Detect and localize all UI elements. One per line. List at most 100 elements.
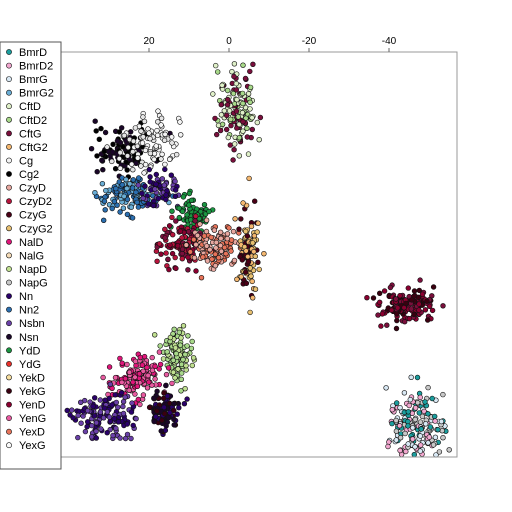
legend-label: NalG bbox=[19, 250, 44, 262]
data-point bbox=[123, 176, 129, 183]
data-point bbox=[128, 409, 135, 415]
data-point bbox=[446, 447, 452, 453]
data-point bbox=[112, 392, 119, 398]
data-point bbox=[387, 284, 394, 291]
data-point bbox=[129, 400, 135, 406]
data-point bbox=[236, 135, 243, 141]
data-point bbox=[117, 209, 123, 215]
data-point bbox=[139, 362, 146, 368]
data-point bbox=[109, 149, 116, 155]
data-point bbox=[176, 205, 182, 212]
legend-item-yekg: YekG bbox=[6, 386, 46, 398]
data-point bbox=[198, 275, 205, 281]
data-point bbox=[421, 408, 427, 415]
legend-item-nalg: NalG bbox=[6, 250, 44, 262]
data-point bbox=[432, 418, 438, 424]
cluster-bmrd-bmrg bbox=[383, 374, 452, 458]
data-point bbox=[224, 102, 231, 108]
legend-label: YexG bbox=[19, 440, 46, 452]
data-point bbox=[101, 148, 107, 155]
legend-item-czyd: CzyD bbox=[6, 183, 46, 195]
data-point bbox=[212, 115, 218, 122]
data-point bbox=[406, 316, 413, 322]
data-point bbox=[161, 137, 168, 144]
data-point bbox=[88, 146, 95, 152]
data-point bbox=[151, 418, 157, 425]
data-point bbox=[183, 242, 190, 248]
legend-item-cftd: CftD bbox=[6, 101, 41, 113]
data-point bbox=[166, 223, 173, 229]
cluster-nsbn bbox=[64, 381, 162, 442]
data-point bbox=[116, 156, 123, 162]
data-point bbox=[101, 198, 108, 204]
data-point bbox=[120, 410, 127, 417]
legend-label: CzyG bbox=[19, 210, 47, 222]
data-point bbox=[240, 62, 246, 68]
data-point bbox=[417, 419, 424, 425]
data-point bbox=[243, 269, 249, 275]
data-point bbox=[238, 216, 244, 222]
data-point bbox=[158, 156, 164, 162]
data-point bbox=[132, 374, 138, 380]
data-point bbox=[219, 82, 225, 89]
data-point bbox=[225, 87, 231, 94]
data-point bbox=[396, 423, 403, 429]
data-point bbox=[141, 353, 148, 360]
data-point bbox=[208, 234, 214, 241]
data-point bbox=[168, 172, 175, 178]
data-point bbox=[122, 394, 128, 400]
data-point bbox=[226, 225, 232, 231]
data-point bbox=[162, 131, 168, 138]
data-point bbox=[411, 451, 417, 458]
data-point bbox=[102, 129, 109, 136]
legend-label: Cg2 bbox=[19, 169, 39, 181]
data-point bbox=[427, 424, 434, 430]
data-point bbox=[78, 420, 84, 426]
data-point bbox=[254, 119, 260, 126]
data-point bbox=[161, 390, 167, 396]
data-point bbox=[393, 437, 399, 443]
data-point bbox=[100, 217, 107, 224]
legend-swatch bbox=[6, 225, 12, 232]
data-point bbox=[155, 195, 162, 202]
data-point bbox=[149, 354, 155, 361]
legend-swatch bbox=[6, 184, 12, 191]
legend-item-nsn: Nsn bbox=[6, 332, 39, 344]
data-point bbox=[424, 298, 430, 304]
data-point bbox=[436, 449, 443, 455]
data-point bbox=[159, 176, 166, 182]
data-point bbox=[176, 329, 183, 336]
legend-label: Cg bbox=[19, 156, 33, 168]
data-point bbox=[417, 448, 423, 454]
data-point bbox=[114, 202, 120, 208]
data-point bbox=[109, 402, 115, 408]
data-point bbox=[231, 73, 237, 80]
cluster-yexd bbox=[183, 217, 247, 281]
data-point bbox=[88, 434, 95, 440]
data-point bbox=[177, 228, 184, 234]
data-point bbox=[89, 422, 95, 429]
data-point bbox=[152, 376, 158, 382]
data-point bbox=[440, 303, 446, 309]
data-point bbox=[158, 115, 165, 122]
legend-item-bmrg2: BmrG2 bbox=[6, 88, 54, 100]
data-point bbox=[98, 426, 104, 432]
legend-label: YekD bbox=[19, 372, 45, 384]
data-point bbox=[120, 205, 127, 211]
cluster-nn bbox=[135, 166, 187, 213]
data-point bbox=[164, 349, 170, 355]
data-point bbox=[226, 108, 233, 114]
data-point bbox=[221, 108, 228, 114]
data-point bbox=[154, 127, 160, 134]
data-point bbox=[214, 131, 220, 138]
data-point bbox=[124, 196, 131, 203]
legend-item-czyg2: CzyG2 bbox=[6, 223, 53, 235]
data-point bbox=[169, 380, 175, 387]
data-point bbox=[136, 175, 142, 181]
data-point bbox=[154, 388, 160, 394]
data-point bbox=[381, 288, 388, 294]
data-point bbox=[114, 138, 121, 144]
data-point bbox=[190, 355, 197, 361]
legend-item-bmrg: BmrG bbox=[6, 74, 48, 86]
